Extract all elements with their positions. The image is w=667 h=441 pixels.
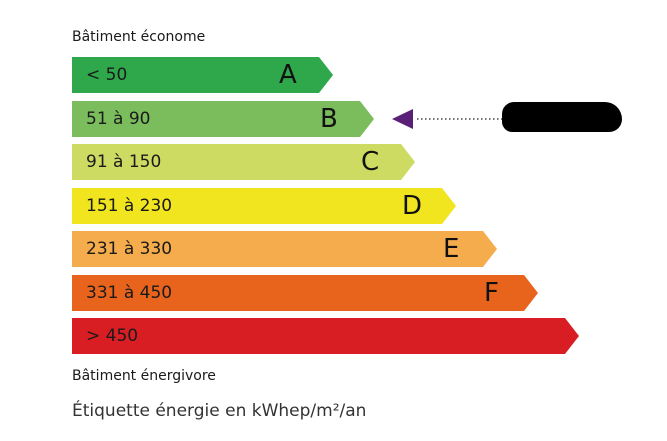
bottom-caption: Bâtiment énergivore xyxy=(72,368,216,384)
class-range: > 450 xyxy=(86,326,139,346)
class-range: < 50 xyxy=(86,65,128,85)
class-range: 331 à 450 xyxy=(86,282,173,303)
bar-shape xyxy=(72,57,333,93)
class-letter: E xyxy=(443,234,460,264)
energy-class-bar-d: 151 à 230 D xyxy=(72,187,458,224)
top-caption: Bâtiment économe xyxy=(72,29,206,45)
rating-indicator xyxy=(392,109,502,129)
energy-class-bar-e: 231 à 330 E xyxy=(72,231,499,267)
redacted-value xyxy=(502,102,622,132)
class-range: 151 à 230 xyxy=(86,195,173,216)
energy-class-bar-c: 91 à 150 C xyxy=(72,144,417,180)
class-range: 91 à 150 xyxy=(86,152,162,172)
class-letter: D xyxy=(402,190,423,221)
bar-shape xyxy=(72,318,579,354)
bar-shape xyxy=(72,100,374,137)
arrow-left-icon xyxy=(392,109,413,129)
bar-shape xyxy=(72,187,456,224)
class-letter: A xyxy=(279,60,297,90)
class-letter: B xyxy=(320,103,338,134)
class-letter: F xyxy=(484,277,499,308)
unit-caption: Étiquette énergie en kWhep/m²/an xyxy=(72,401,367,421)
energy-class-bar-a: < 50 A xyxy=(72,57,335,93)
energy-class-bar-g: > 450 xyxy=(72,318,581,354)
bar-shape xyxy=(72,144,415,180)
bar-shape xyxy=(72,231,497,267)
class-letter: C xyxy=(361,147,380,177)
bar-shape xyxy=(72,274,538,311)
class-range: 231 à 330 xyxy=(86,239,173,259)
energy-class-bar-b: 51 à 90 B xyxy=(72,100,376,137)
energy-class-bar-f: 331 à 450 F xyxy=(72,274,540,311)
class-range: 51 à 90 xyxy=(86,108,151,129)
